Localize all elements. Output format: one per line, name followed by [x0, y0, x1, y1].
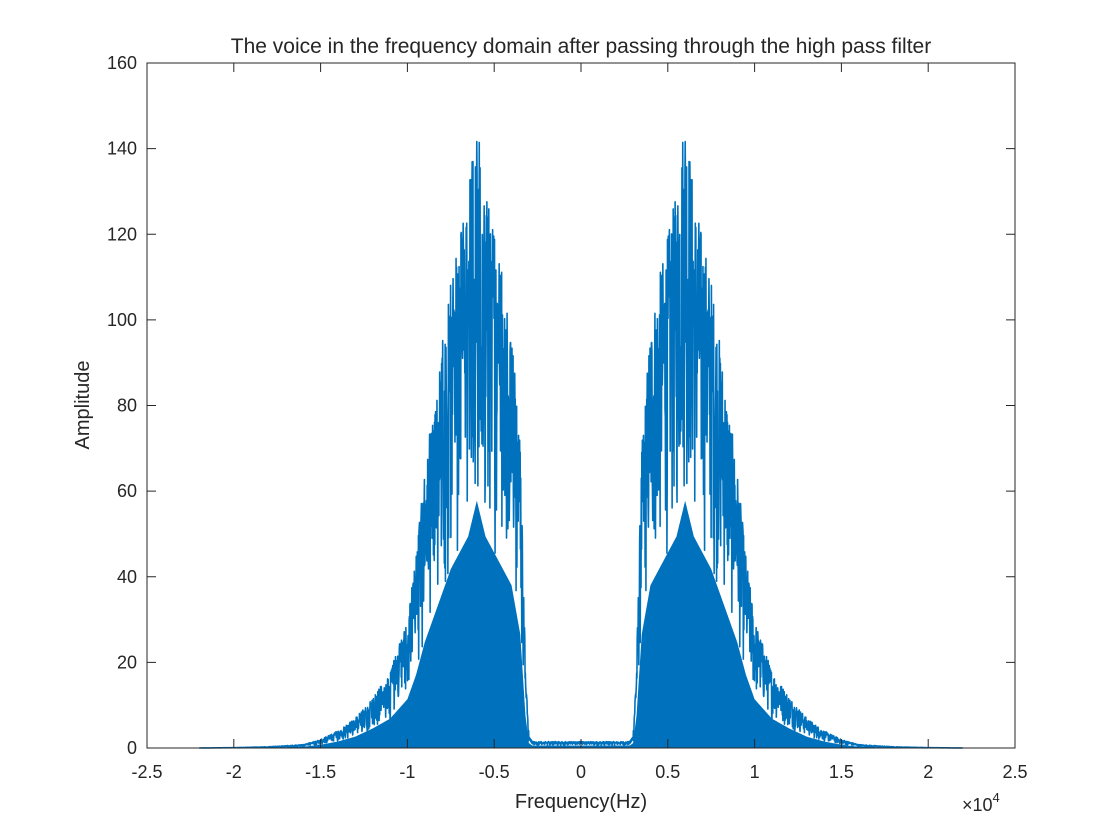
x-exponent-base: ×10 — [962, 795, 993, 815]
x-tick-label: -0.5 — [479, 762, 510, 782]
x-tick-label: 0.5 — [655, 762, 680, 782]
chart-title: The voice in the frequency domain after … — [231, 35, 931, 58]
x-axis-label: Frequency(Hz) — [515, 791, 647, 813]
x-exponent: ×104 — [962, 790, 1000, 815]
x-tick-label: -2 — [226, 762, 242, 782]
y-tick-label: 20 — [117, 652, 137, 672]
y-tick-label: 160 — [107, 53, 137, 73]
tick-layer: -2.5 -2 -1.5 -1 -0.5 0 0.5 1 1.5 2 2.5 0 20 40 60 80 100… — [107, 53, 1028, 782]
x-tick-label: 1 — [750, 762, 760, 782]
y-axis-label: Amplitude — [72, 361, 94, 450]
x-exponent-power: 4 — [993, 790, 1000, 805]
x-tick-label: 2 — [923, 762, 933, 782]
x-tick-label: -2.5 — [131, 762, 162, 782]
x-tick-label: -1 — [399, 762, 415, 782]
x-tick-label: 1.5 — [829, 762, 854, 782]
y-tick-label: 40 — [117, 567, 137, 587]
y-tick-label: 100 — [107, 310, 137, 330]
y-tick-label: 120 — [107, 224, 137, 244]
x-tick-label: 0 — [576, 762, 586, 782]
y-tick-label: 140 — [107, 139, 137, 159]
y-tick-label: 60 — [117, 481, 137, 501]
y-tick-label: 0 — [127, 738, 137, 758]
x-tick-label: 2.5 — [1002, 762, 1027, 782]
plot-area — [147, 63, 1015, 748]
y-tick-label: 80 — [117, 396, 137, 416]
x-tick-label: -1.5 — [305, 762, 336, 782]
